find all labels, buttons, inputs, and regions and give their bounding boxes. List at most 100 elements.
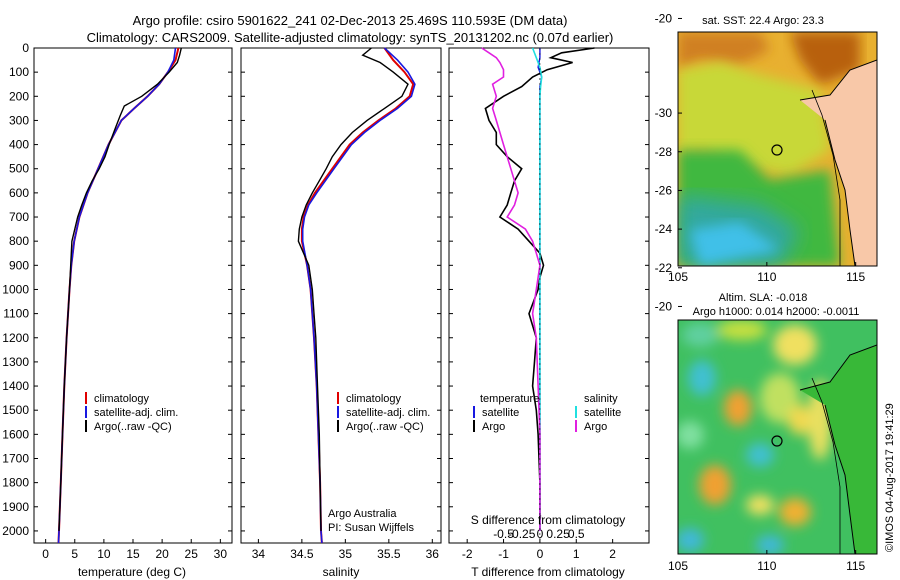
pi-note: PI: Susan Wijffels bbox=[328, 522, 414, 534]
temperature-xlabel: temperature (deg C) bbox=[78, 565, 186, 579]
series-line-temperature-argo bbox=[484, 47, 595, 531]
map-y-tick-label: -24 bbox=[655, 222, 673, 236]
salinity-x-axis: 34 34.5 35 35.5 36 bbox=[252, 539, 440, 561]
x-tick-label: 35.5 bbox=[377, 547, 401, 561]
depth-tick-label: 2000 bbox=[2, 524, 29, 538]
sst-map-title: sat. SST: 22.4 Argo: 23.3 bbox=[702, 15, 824, 27]
sst-map bbox=[678, 32, 877, 266]
map-x-tick-label: 115 bbox=[846, 559, 865, 573]
legend-climatology: climatology bbox=[346, 393, 402, 405]
legend-argo: Argo(..raw -QC) bbox=[346, 421, 424, 433]
argo-location-marker bbox=[771, 144, 783, 156]
sst-map-x-axis: 105 110 115 bbox=[668, 262, 866, 284]
legend-argo: Argo(..raw -QC) bbox=[94, 421, 172, 433]
depth-tick-label: 1600 bbox=[2, 427, 29, 441]
salinity-series bbox=[297, 47, 416, 544]
x-tick-label: 35 bbox=[339, 547, 353, 561]
depth-tick-label: 300 bbox=[9, 113, 29, 127]
sst-map-frame bbox=[677, 31, 878, 267]
sla-map-frame bbox=[677, 319, 878, 555]
sla-map-title1: Altim. SLA: -0.018 bbox=[719, 292, 808, 304]
legend-temperature-head: temperature bbox=[480, 393, 539, 405]
argo-location-marker bbox=[771, 435, 783, 447]
s-diff-tick-label: -0.25 bbox=[508, 527, 536, 541]
legend-climatology: climatology bbox=[94, 393, 150, 405]
difference-series bbox=[481, 47, 595, 543]
difference-x-axis: -2 -1 0 1 2-0.5-0.25 0 0.250.5 bbox=[462, 527, 616, 561]
legend-salinity-head: salinity bbox=[584, 393, 618, 405]
salinity-xlabel: salinity bbox=[323, 565, 360, 579]
legend-satellite: satellite-adj. clim. bbox=[94, 407, 178, 419]
x-tick-label: 20 bbox=[155, 547, 169, 561]
series-line-salinity-argo bbox=[481, 47, 541, 531]
depth-tick-label: 1200 bbox=[2, 331, 29, 345]
depth-tick-label: 800 bbox=[9, 234, 29, 248]
temperature-series bbox=[57, 47, 182, 544]
depth-tick-label: 600 bbox=[9, 186, 29, 200]
x-tick-label: 2 bbox=[609, 547, 616, 561]
institution-note: Argo Australia bbox=[328, 508, 397, 520]
sla-map-y-axis: -20 -22 -24 -26 -28 -30 bbox=[655, 106, 682, 313]
depth-tick-label: 400 bbox=[9, 138, 29, 152]
series-line-argo-raw-qc- bbox=[297, 47, 409, 531]
x-tick-label: 25 bbox=[185, 547, 199, 561]
map-y-tick-label: -30 bbox=[655, 106, 673, 120]
sla-map-x-axis: 105 110 115 bbox=[668, 550, 866, 573]
x-tick-label: 36 bbox=[426, 547, 440, 561]
difference-panel-frame bbox=[448, 47, 650, 544]
depth-tick-label: 1800 bbox=[2, 476, 29, 490]
series-line-argo-raw-qc- bbox=[58, 47, 182, 531]
depth-tick-label: 1400 bbox=[2, 379, 29, 393]
map-y-tick-label: -20 bbox=[655, 299, 673, 313]
imos-timestamp: ©IMOS 04-Aug-2017 19:41:29 bbox=[884, 403, 896, 552]
map-y-tick-label: -28 bbox=[655, 145, 673, 159]
salinity-panel-frame bbox=[240, 47, 442, 544]
x-tick-label: 30 bbox=[214, 547, 228, 561]
legend-s-argo: Argo bbox=[584, 421, 607, 433]
difference-legend: temperature satellite Argo salinity sate… bbox=[473, 393, 621, 433]
x-tick-label: -1 bbox=[498, 547, 509, 561]
sst-map-y-axis: -20-22-24-26-28-30 bbox=[655, 11, 682, 25]
x-tick-label: 10 bbox=[97, 547, 111, 561]
legend-t-satellite: satellite bbox=[482, 407, 519, 419]
s-diff-tick-label: 0.25 bbox=[546, 527, 570, 541]
depth-tick-label: 1000 bbox=[2, 282, 29, 296]
depth-tick-label: 700 bbox=[9, 210, 29, 224]
x-tick-label: 0 bbox=[42, 547, 49, 561]
temperature-legend: climatology satellite-adj. clim. Argo(..… bbox=[85, 392, 178, 433]
legend-t-argo: Argo bbox=[482, 421, 505, 433]
depth-tick-label: 0 bbox=[22, 41, 29, 55]
legend-satellite: satellite-adj. clim. bbox=[346, 407, 430, 419]
x-tick-label: 1 bbox=[573, 547, 580, 561]
legend-s-satellite: satellite bbox=[584, 407, 621, 419]
series-line-climatology bbox=[300, 47, 415, 544]
temperature-panel-frame bbox=[33, 47, 233, 544]
depth-tick-label: 500 bbox=[9, 162, 29, 176]
depth-axis: 0 100 200 300 400 500 600 700 800 900 1000 1100 1200… bbox=[2, 41, 649, 538]
map-y-tick-label: -22 bbox=[655, 261, 673, 275]
x-tick-label: 15 bbox=[126, 547, 140, 561]
map-x-tick-label: 105 bbox=[668, 270, 688, 284]
depth-tick-label: 1500 bbox=[2, 403, 29, 417]
depth-tick-label: 1900 bbox=[2, 500, 29, 514]
x-tick-label: 0 bbox=[537, 547, 544, 561]
temperature-x-axis: 0 5 10 15 20 25 30 bbox=[42, 539, 227, 561]
depth-tick-label: 900 bbox=[9, 258, 29, 272]
title-line1: Argo profile: csiro 5901622_241 02-Dec-2… bbox=[133, 13, 568, 28]
difference-xlabel-top: S difference from climatology bbox=[471, 513, 626, 527]
x-tick-label: 34 bbox=[252, 547, 266, 561]
s-diff-tick-label: -0.5 bbox=[493, 527, 514, 541]
difference-xlabel: T difference from climatology bbox=[471, 565, 625, 579]
title-line2: Climatology: CARS2009. Satellite-adjuste… bbox=[87, 30, 614, 45]
map-y-tick-label: -20 bbox=[655, 11, 673, 25]
depth-tick-label: 200 bbox=[9, 89, 29, 103]
series-line-climatology bbox=[57, 47, 180, 544]
series-line-satellite-adj-clim- bbox=[301, 47, 416, 544]
depth-tick-label: 1300 bbox=[2, 355, 29, 369]
map-x-tick-label: 105 bbox=[668, 559, 688, 573]
depth-tick-label: 1100 bbox=[3, 307, 29, 321]
depth-tick-label: 100 bbox=[9, 65, 29, 79]
x-tick-label: -2 bbox=[462, 547, 473, 561]
salinity-legend: climatology satellite-adj. clim. Argo(..… bbox=[328, 392, 430, 534]
